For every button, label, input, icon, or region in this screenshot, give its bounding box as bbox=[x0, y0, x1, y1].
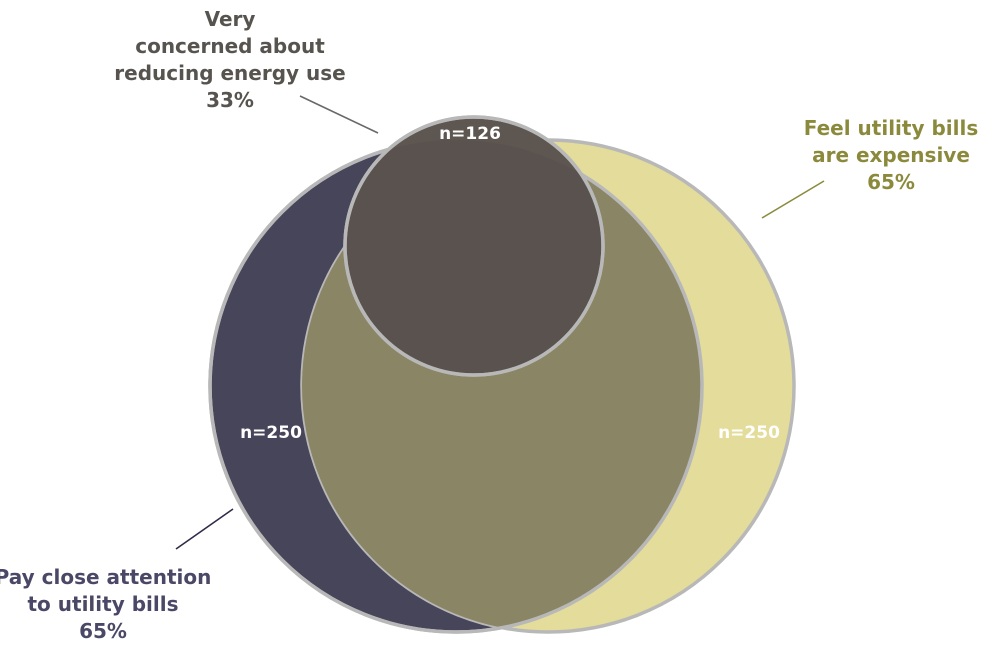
attention-label-line-2: to utility bills bbox=[28, 592, 179, 616]
concerned-leader-line bbox=[299, 95, 379, 134]
concerned-label-line-4: 33% bbox=[206, 88, 254, 112]
concerned-n-label: n=126 bbox=[439, 124, 501, 144]
attention-n-label: n=250 bbox=[240, 423, 302, 443]
expensive-n-label: n=250 bbox=[718, 423, 780, 443]
expensive-leader-line bbox=[761, 180, 825, 219]
expensive-label: Feel utility bills are expensive 65% bbox=[804, 116, 979, 194]
attention-label-line-1: Pay close attention bbox=[0, 565, 211, 589]
attention-label: Pay close attention to utility bills 65% bbox=[0, 565, 211, 643]
concerned-overlap-shade bbox=[345, 140, 603, 375]
attention-label-line-3: 65% bbox=[79, 619, 127, 643]
concerned-label-line-3: reducing energy use bbox=[114, 61, 345, 85]
expensive-label-line-2: are expensive bbox=[812, 143, 970, 167]
concerned-label: Very concerned about reducing energy use… bbox=[114, 7, 345, 112]
attention-leader-line bbox=[175, 508, 234, 550]
concerned-circle-outline bbox=[343, 115, 605, 377]
expensive-label-line-1: Feel utility bills bbox=[804, 116, 979, 140]
expensive-label-line-3: 65% bbox=[867, 170, 915, 194]
concerned-label-line-1: Very bbox=[205, 7, 256, 31]
concerned-label-line-2: concerned about bbox=[135, 34, 325, 58]
